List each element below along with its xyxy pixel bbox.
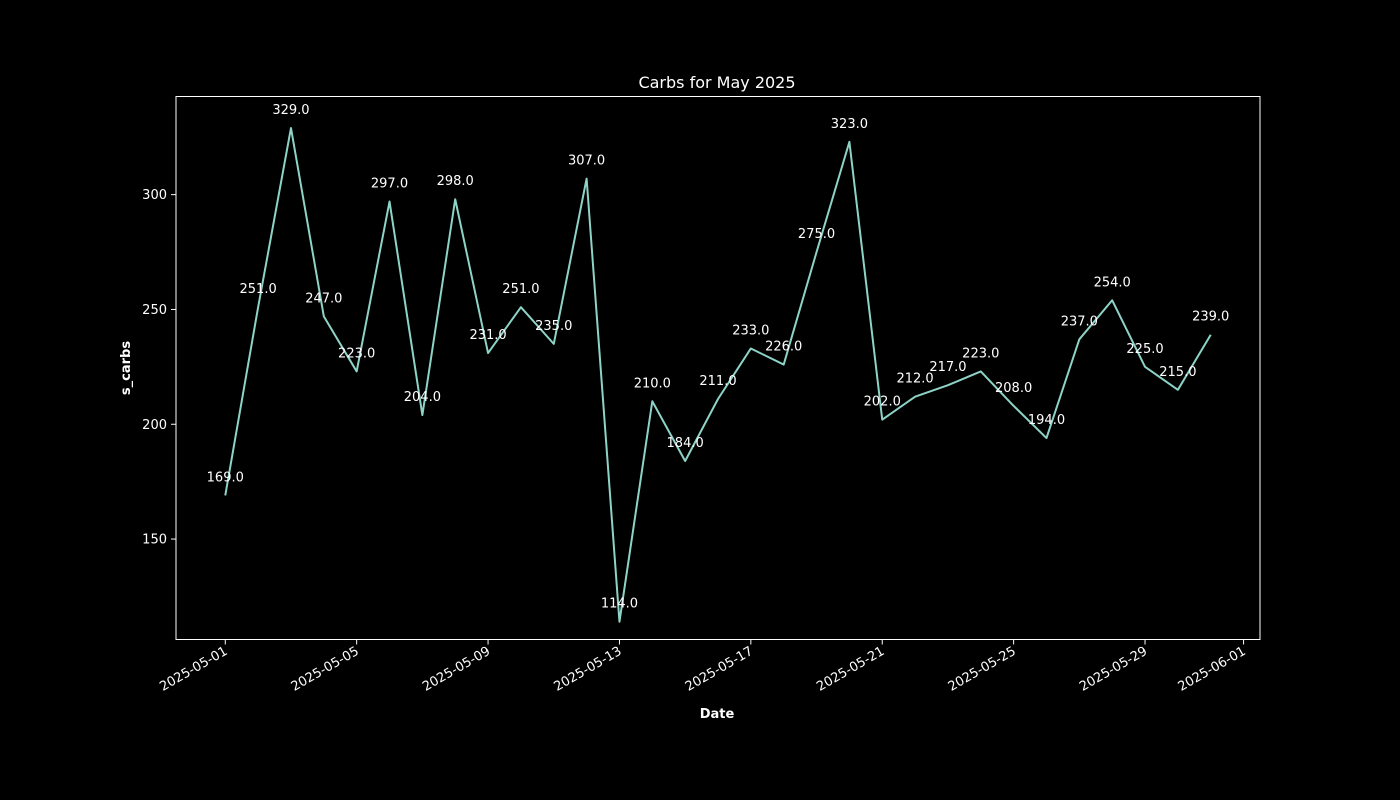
data-labels: 169.0 251.0 329.0 247.0 223.0 297.0 204.0 298.0… (207, 103, 1230, 612)
y-tick-label: 250 (142, 303, 167, 318)
data-label: 323.0 (831, 117, 868, 132)
data-label: 329.0 (272, 103, 309, 118)
data-label: 239.0 (1192, 310, 1229, 325)
y-tick-label: 150 (142, 533, 167, 548)
carbs-series-line (224, 127, 1212, 623)
y-tick-label: 200 (142, 418, 167, 433)
data-label: 237.0 (1061, 314, 1098, 329)
y-axis: 150 200 250 300 (142, 188, 176, 548)
data-label: 247.0 (305, 291, 342, 306)
plot-area-frame (175, 96, 1261, 640)
data-label: 233.0 (732, 323, 769, 338)
data-label: 254.0 (1094, 275, 1131, 290)
data-label: 211.0 (699, 374, 736, 389)
data-label: 223.0 (338, 346, 375, 361)
data-label: 297.0 (371, 177, 408, 192)
data-label: 114.0 (601, 597, 638, 612)
data-label: 202.0 (864, 395, 901, 410)
chart-title: Carbs for May 2025 (638, 73, 795, 92)
data-label: 225.0 (1126, 342, 1163, 357)
data-label: 184.0 (667, 436, 704, 451)
data-label: 212.0 (896, 372, 933, 387)
data-label: 215.0 (1159, 365, 1196, 380)
data-label: 169.0 (207, 470, 244, 485)
data-label: 298.0 (437, 174, 474, 189)
x-axis-label: Date (700, 707, 735, 722)
data-label: 307.0 (568, 154, 605, 169)
data-label: 208.0 (995, 381, 1032, 396)
data-label: 194.0 (1028, 413, 1065, 428)
data-label: 223.0 (962, 346, 999, 361)
data-label: 210.0 (634, 376, 671, 391)
data-label: 275.0 (798, 227, 835, 242)
y-tick-label: 300 (142, 188, 167, 203)
data-label: 204.0 (404, 390, 441, 405)
data-label: 251.0 (502, 282, 539, 297)
data-label: 226.0 (765, 340, 802, 355)
data-label: 235.0 (535, 319, 572, 334)
data-label: 217.0 (929, 360, 966, 375)
data-label: 251.0 (240, 282, 277, 297)
data-label: 231.0 (469, 328, 506, 343)
y-axis-label: s_carbs (119, 341, 134, 395)
